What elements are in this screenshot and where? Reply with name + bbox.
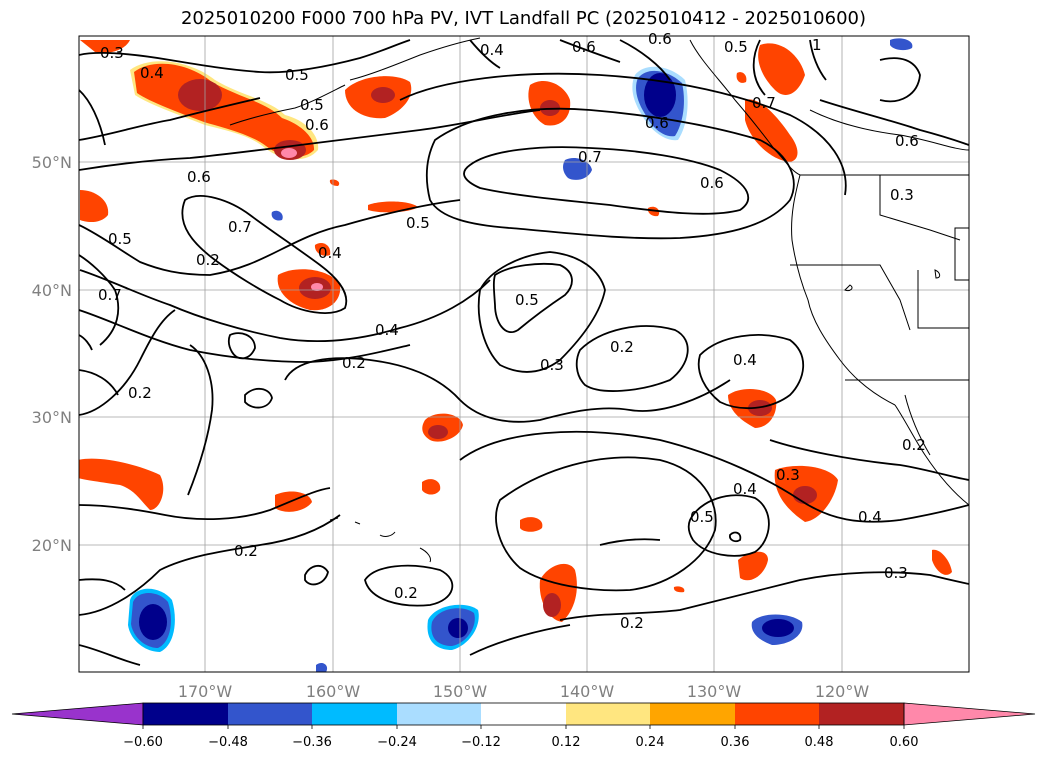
contour-label: 0.4 (318, 244, 342, 262)
lon-label: 130°W (687, 682, 742, 701)
contour-label: 0.6 (648, 30, 672, 48)
contour-label: 0.5 (690, 508, 714, 526)
contour-label: 0.2 (128, 384, 152, 402)
colorbar-tick-label: −0.48 (208, 735, 248, 750)
colorbar-tick-label: −0.24 (377, 735, 417, 750)
colorbar-extend-max (903, 702, 1036, 726)
lon-label: 170°W (178, 682, 233, 701)
lon-label: 150°W (433, 682, 488, 701)
lon-label: 140°W (560, 682, 615, 701)
contour-label: 0.5 (724, 38, 748, 56)
contour-label: 0.3 (776, 466, 800, 484)
contour-label: 0.5 (108, 230, 132, 248)
lat-label: 50°N (32, 153, 72, 172)
colorbar-segment (481, 703, 566, 725)
contour-label: 0.4 (480, 41, 504, 59)
colorbar-segment (312, 703, 397, 725)
contour-label: 0.2 (234, 542, 258, 560)
contour-label: 0.7 (752, 94, 776, 112)
contour-label: 0.5 (515, 291, 539, 309)
contour-label: 0.3 (540, 356, 564, 374)
contour-label: 0.4 (733, 351, 757, 369)
colorbar: −0.60 −0.48 −0.36 −0.24 −0.12 0.12 0.24 … (11, 702, 1036, 750)
contour-label: 0.4 (733, 480, 757, 498)
contour-label: 0.2 (196, 251, 220, 269)
contour-label: 0.4 (140, 64, 164, 82)
map-title: 2025010200 F000 700 hPa PV, IVT Landfall… (180, 8, 867, 29)
blob-pos-w (80, 190, 109, 223)
blob-pos-ne (758, 43, 805, 95)
colorbar-segment (143, 703, 228, 725)
contour-label: 0.3 (884, 564, 908, 582)
colorbar-tick-label: 0.12 (552, 735, 581, 750)
contour-label: 0.6 (187, 168, 211, 186)
blob-pos-nw2 (80, 40, 130, 53)
lat-label: 20°N (32, 536, 72, 555)
colorbar-segment (566, 703, 650, 725)
contour-label: 0.2 (902, 436, 926, 454)
plot-area (79, 36, 969, 672)
contour-label: 0.7 (98, 286, 122, 304)
colorbar-tick-label: 0.48 (805, 735, 834, 750)
contour-label: 0.6 (572, 38, 596, 56)
pc-shading (79, 38, 952, 672)
coastlines (229, 37, 969, 563)
contour-label: 1 (812, 36, 822, 54)
contour-label: 0.2 (394, 584, 418, 602)
lon-label: 160°W (306, 682, 361, 701)
colorbar-tick-label: −0.36 (292, 735, 332, 750)
contour-label: 0.3 (890, 186, 914, 204)
colorbar-tick-label: −0.12 (461, 735, 501, 750)
contour-label: 0.7 (228, 218, 252, 236)
pv-contours (79, 39, 969, 666)
contour-label: 0.6 (700, 174, 724, 192)
contour-label: 0.2 (610, 338, 634, 356)
colorbar-tick-label: 0.36 (721, 735, 750, 750)
colorbar-extend-min (11, 702, 144, 726)
colorbar-tick-label: −0.60 (123, 735, 163, 750)
colorbar-segment (397, 703, 481, 725)
contour-labels: 0.3 0.4 0.5 0.6 0.5 0.6 0.5 0.6 0.7 0.6 … (98, 30, 926, 632)
lat-label: 30°N (32, 408, 72, 427)
latitude-labels: 50°N 40°N 30°N 20°N (32, 153, 72, 555)
contour-label: 0.5 (300, 96, 324, 114)
contour-label: 0.6 (895, 132, 919, 150)
colorbar-segment (819, 703, 904, 725)
contour-label: 0.6 (305, 116, 329, 134)
colorbar-segment (228, 703, 312, 725)
contour-label: 0.4 (375, 321, 399, 339)
contour-label: 0.3 (100, 44, 124, 62)
contour-label: 0.2 (620, 614, 644, 632)
graticule (79, 36, 969, 672)
contour-label: 0.4 (858, 508, 882, 526)
lat-label: 40°N (32, 281, 72, 300)
contour-label: 0.7 (578, 148, 602, 166)
longitude-labels: 170°W 160°W 150°W 140°W 130°W 120°W (178, 682, 870, 701)
colorbar-tick-label: 0.60 (890, 735, 919, 750)
contour-label: 0.2 (342, 354, 366, 372)
contour-label: 0.6 (645, 114, 669, 132)
colorbar-tick-label: 0.24 (636, 735, 665, 750)
lon-label: 120°W (815, 682, 870, 701)
colorbar-segment (735, 703, 819, 725)
plot-border (78, 35, 970, 673)
contour-label: 0.5 (406, 214, 430, 232)
blob-pos-nw (130, 61, 319, 160)
contour-label: 0.5 (285, 66, 309, 84)
colorbar-segment (650, 703, 735, 725)
